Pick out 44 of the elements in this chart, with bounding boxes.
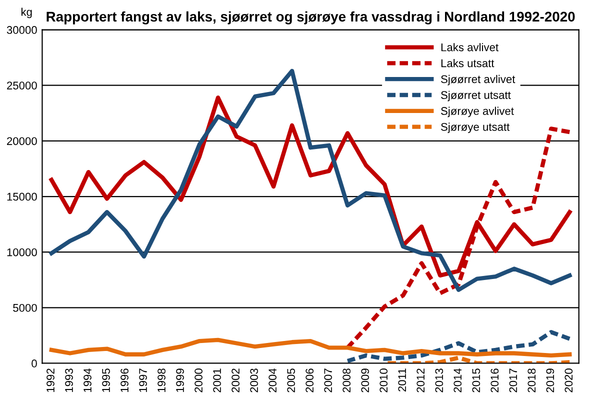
- x-tick-label: 2002: [232, 368, 240, 392]
- x-tick-label: 2013: [435, 368, 444, 392]
- legend-label: Sjøørret utsatt: [441, 90, 511, 102]
- x-tick-label: 1993: [65, 368, 73, 392]
- y-tick-label: 15000: [7, 192, 37, 201]
- legend-label: Sjørøye utsatt: [441, 122, 510, 134]
- x-tick-label: 2000: [194, 368, 202, 392]
- legend-label: Laks avlivet: [441, 43, 498, 52]
- y-tick-label: 25000: [7, 82, 37, 90]
- x-tick-label: 1998: [158, 368, 166, 392]
- y-tick-label: 30000: [6, 26, 37, 34]
- x-tick-label: 2020: [564, 368, 573, 392]
- y-tick-label: 5000: [13, 304, 37, 312]
- x-tick-label: 2011: [398, 368, 406, 392]
- x-tick-label: 2014: [454, 368, 462, 392]
- legend-label: Sjørøye avlivet: [441, 106, 514, 118]
- y-tick-label: 20000: [7, 137, 37, 146]
- x-tick-label: 2004: [268, 368, 277, 392]
- x-tick-label: 2006: [306, 368, 314, 392]
- y-tick-label: 0: [32, 360, 37, 368]
- x-tick-label: 2019: [546, 368, 554, 392]
- x-tick-label: 1995: [102, 368, 110, 392]
- x-tick-label: 2001: [213, 368, 221, 392]
- x-tick-label: 2007: [324, 368, 332, 392]
- x-tick-label: 2008: [342, 368, 351, 392]
- x-tick-label: 2009: [361, 368, 370, 392]
- x-tick-label: 2018: [528, 368, 536, 392]
- y-axis-title: kg: [21, 8, 32, 18]
- x-tick-label: 2010: [380, 368, 388, 392]
- legend-label: Sjøørret avlivet: [441, 74, 516, 86]
- x-tick-label: 2012: [416, 368, 425, 392]
- x-tick-label: 2003: [250, 368, 258, 392]
- x-tick-label: 1992: [46, 368, 54, 392]
- x-tick-label: 1994: [84, 368, 92, 392]
- x-tick-label: 2005: [287, 368, 296, 392]
- y-tick-label: 10000: [7, 248, 37, 256]
- x-tick-label: 1999: [176, 368, 184, 392]
- x-tick-label: 2017: [509, 368, 518, 392]
- x-tick-label: 1996: [120, 368, 128, 392]
- chart-title: Rapportert fangst av laks, sjøørret og sjørøye fra vassdrag i Nordland 1992-2020: [46, 11, 575, 24]
- legend-label: Laks utsatt: [441, 59, 494, 68]
- x-tick-label: 1997: [139, 368, 147, 392]
- x-tick-label: 2016: [490, 368, 499, 392]
- x-tick-label: 2015: [472, 368, 480, 392]
